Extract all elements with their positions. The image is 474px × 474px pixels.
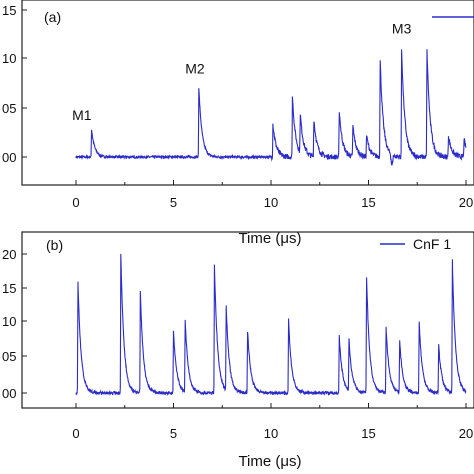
- y-tick-label: 00: [2, 150, 16, 165]
- x-axis-label: Time (μs): [238, 453, 301, 470]
- x-tick-label: 5: [170, 426, 177, 441]
- x-tick-label: 15: [361, 195, 375, 210]
- panel-label: (a): [44, 9, 61, 25]
- x-tick-label: 10: [264, 426, 278, 441]
- legend-label: CnF 1: [413, 236, 451, 252]
- y-tick-label: 05: [2, 101, 16, 116]
- panel-label: (b): [46, 237, 63, 253]
- series-line: [75, 49, 467, 166]
- y-tick-label: 05: [2, 349, 16, 364]
- annotation-label: M3: [392, 21, 412, 37]
- plot-frame: [21, 231, 474, 409]
- y-tick-label: 20: [2, 247, 16, 262]
- y-tick-label: 15: [2, 3, 16, 18]
- y-tick-label: 10: [2, 314, 16, 329]
- y-tick-label: 15: [2, 281, 16, 296]
- x-tick-label: 10: [264, 195, 278, 210]
- x-tick-label: 5: [170, 195, 177, 210]
- x-axis-label: Time (μs): [238, 230, 301, 247]
- x-tick-label: 0: [72, 195, 79, 210]
- plot-frame: [21, 0, 474, 186]
- x-tick-label: 20: [459, 195, 473, 210]
- x-tick-label: 15: [361, 426, 375, 441]
- series-line: [75, 253, 467, 397]
- y-tick-label: 00: [2, 386, 16, 401]
- annotation-label: M2: [185, 61, 205, 77]
- x-tick-label: 0: [72, 426, 79, 441]
- y-tick-label: 10: [2, 51, 16, 66]
- annotation-label: M1: [72, 107, 92, 123]
- x-tick-label: 20: [459, 426, 473, 441]
